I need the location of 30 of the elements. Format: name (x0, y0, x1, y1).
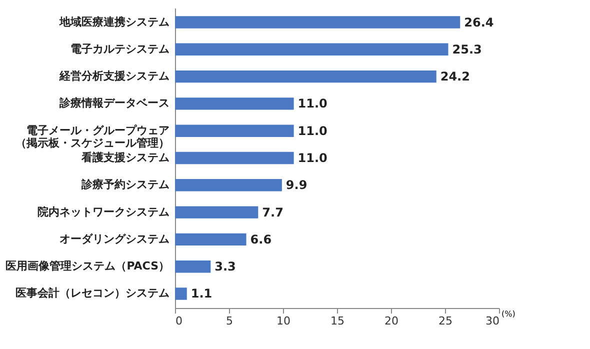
x-tick-label: 25 (438, 314, 452, 328)
y-tick-label: 院内ネットワークシステム (38, 205, 170, 218)
x-tick-label: 5 (226, 314, 233, 328)
x-tick-label: 15 (330, 314, 344, 328)
data-label: 3.3 (214, 260, 236, 274)
y-tick-label: 医用画像管理システム（PACS） (6, 260, 170, 273)
y-tick-label: 看護支援システム (80, 151, 170, 164)
data-label: 6.6 (250, 232, 272, 246)
x-tick-label: 0 (176, 314, 182, 328)
data-label: 7.7 (262, 205, 284, 220)
data-label: 24.2 (440, 70, 470, 84)
data-label: 25.3 (452, 42, 482, 56)
data-label: 11.0 (298, 124, 328, 138)
x-tick-label: 30 (486, 314, 500, 328)
y-tick-label: 診療情報データベース (58, 96, 170, 110)
x-tick-label: 20 (384, 314, 398, 328)
y-tick-label: 電子メール・グループウェア（掲示板・スケジュール管理） (16, 124, 170, 150)
y-tick-label: 医事会計（レセコン）システム (16, 286, 170, 300)
data-label: 11.0 (298, 151, 328, 165)
y-tick-label: オーダリングシステム (60, 232, 170, 246)
data-label: 11.0 (298, 96, 328, 111)
data-label: 26.4 (464, 15, 494, 30)
y-tick-label: 経営分析支援システム (58, 70, 170, 83)
data-label: 9.9 (286, 178, 308, 192)
y-tick-label: 地域医療連携システム (58, 15, 170, 28)
y-tick-label: 診療予約システム (80, 178, 170, 192)
y-tick-label: 電子カルテシステム (70, 42, 170, 56)
x-axis-title: (%) (502, 310, 516, 318)
data-label: 1.1 (190, 286, 212, 301)
x-tick-label: 10 (276, 314, 290, 328)
